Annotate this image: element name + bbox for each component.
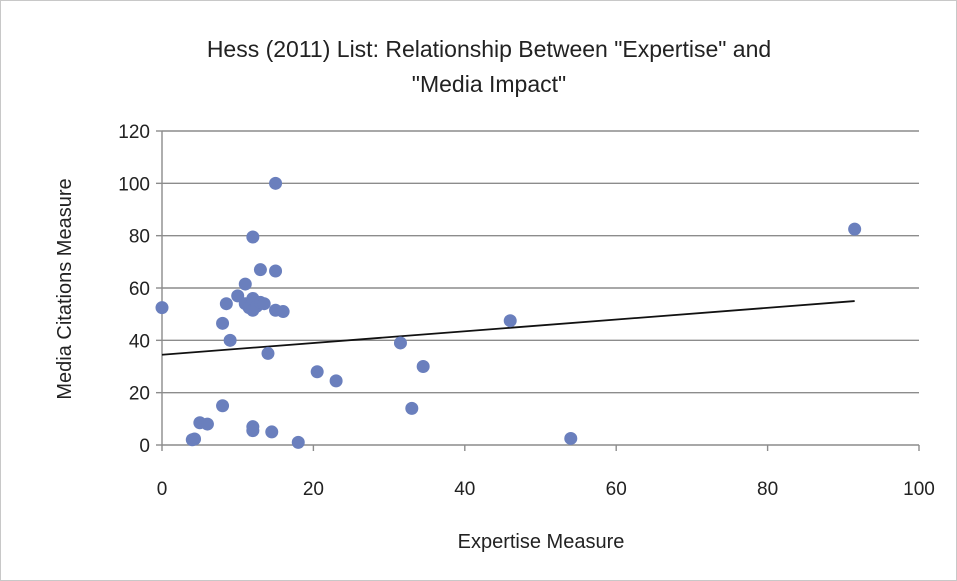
data-point [200,417,214,431]
x-tick-label: 60 [606,479,627,500]
data-point [405,401,419,415]
y-tick-labels: 0 20 40 60 80 100 120 [118,122,150,457]
x-tick-label: 20 [303,479,324,500]
chart-title-line-1: Hess (2011) List: Relationship Between "… [207,36,771,62]
y-tick-label: 120 [118,122,150,143]
x-axis-label: Expertise Measure [458,531,625,553]
data-point [848,222,862,236]
gridlines [162,130,919,394]
data-point [238,277,252,291]
data-point [564,431,578,445]
y-tick-label: 40 [129,331,150,352]
data-point [253,263,267,277]
data-point [246,424,260,438]
chart-title-line-2: "Media Impact" [412,71,566,97]
x-tick-label: 40 [454,479,475,500]
x-tick-labels: 0 20 40 60 80 100 [157,479,935,500]
y-tick-label: 20 [129,384,150,405]
x-tick-label: 0 [157,479,168,500]
trendline-layer [161,300,855,356]
data-point [257,297,271,311]
data-point [276,305,290,319]
data-point [155,301,169,315]
y-tick-label: 0 [139,436,150,457]
data-points [155,176,862,449]
y-tick-label: 60 [129,279,150,300]
data-point [216,316,230,330]
data-point [265,425,279,439]
data-point [269,176,283,190]
data-point [223,333,237,347]
data-point [188,432,202,446]
data-point [310,365,324,379]
x-tick-label: 100 [903,479,935,500]
data-point [269,264,283,278]
data-point [261,346,275,360]
trendline [161,300,855,356]
data-point [246,230,260,244]
data-point [503,314,517,328]
y-tick-label: 100 [118,174,150,195]
y-axis-label: Media Citations Measure [54,178,76,399]
data-point [291,435,305,449]
data-point [216,399,230,413]
data-point [416,360,430,373]
x-tick-label: 80 [757,479,778,500]
data-point [393,336,407,350]
axes [156,130,920,451]
data-point [219,297,233,311]
data-point [329,374,343,388]
y-tick-label: 80 [129,227,150,248]
